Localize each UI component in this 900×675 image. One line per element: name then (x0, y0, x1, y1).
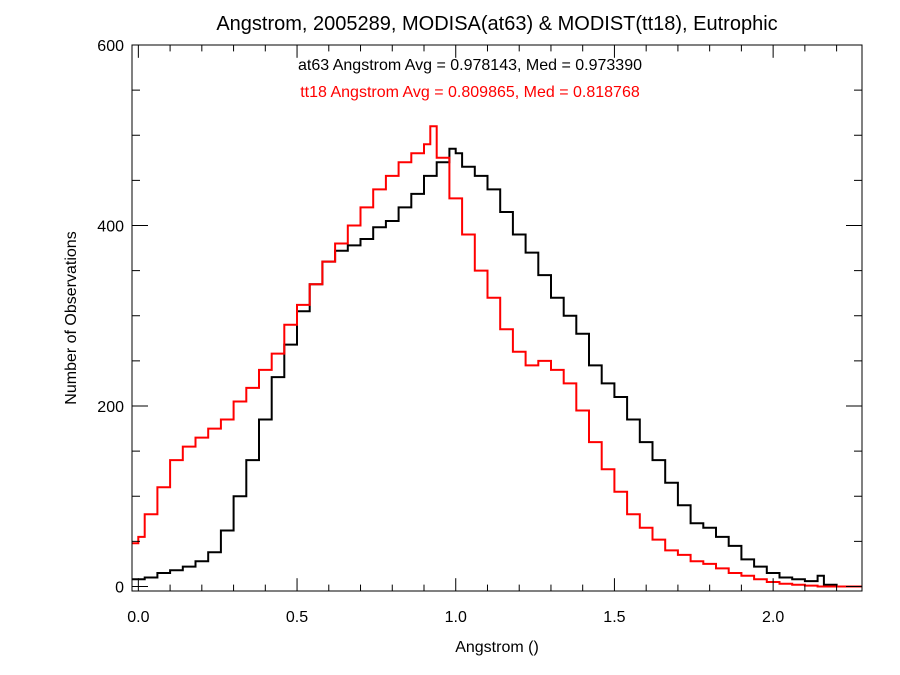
series-layer (132, 125, 862, 588)
series-line-tt18 (132, 125, 862, 588)
x-tick-label: 2.0 (762, 609, 784, 626)
chart-title: Angstrom, 2005289, MODISA(at63) & MODIST… (216, 13, 777, 35)
y-tick-label: 400 (97, 218, 124, 235)
annotation-tt18-stats: tt18 Angstrom Avg = 0.809865, Med = 0.81… (300, 84, 640, 101)
x-tick-label: 1.5 (603, 609, 625, 626)
x-tick-label: 0.0 (127, 609, 149, 626)
x-tick-label: 0.5 (286, 609, 308, 626)
series-line-at63 (132, 147, 862, 588)
x-tick-label: 1.0 (445, 609, 467, 626)
y-tick-label: 0 (115, 579, 124, 596)
y-tick-label: 600 (97, 38, 124, 55)
axes-layer: 0.0 0.5 1.0 1.5 2.0 0 200 400 600 (97, 38, 862, 626)
annotation-at63-stats: at63 Angstrom Avg = 0.978143, Med = 0.97… (298, 57, 642, 74)
x-axis-label: Angstrom () (455, 639, 539, 656)
y-tick-label: 200 (97, 399, 124, 416)
y-axis-label: Number of Observations (63, 231, 80, 404)
plot-frame (131, 44, 863, 592)
